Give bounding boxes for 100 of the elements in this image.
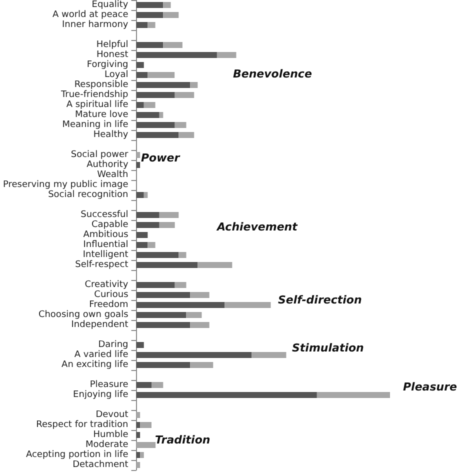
- bar: [163, 12, 179, 18]
- y-tick-label: A world at peace: [52, 10, 129, 20]
- annotation: Tradition: [155, 434, 210, 446]
- bar: [163, 42, 182, 48]
- bar: [148, 242, 156, 248]
- bar: [178, 252, 186, 258]
- bar: [136, 262, 198, 268]
- bar: [174, 122, 186, 128]
- bar: [174, 92, 194, 98]
- y-tick-label: Detachment: [72, 460, 129, 470]
- bar: [190, 292, 210, 298]
- bar: [148, 72, 175, 78]
- bar: [163, 2, 171, 8]
- annotation: Achievement: [216, 220, 298, 234]
- bar: [136, 302, 225, 308]
- y-tick-label: Honest: [96, 50, 129, 60]
- bar: [190, 362, 214, 368]
- text: Pleasure: [403, 380, 458, 394]
- bar: [136, 252, 179, 258]
- bar: [136, 242, 148, 248]
- y-tick-label: Preserving my public image: [2, 180, 129, 190]
- bar: [136, 42, 164, 48]
- bar: [136, 312, 186, 318]
- bar: [136, 362, 190, 368]
- bar: [136, 2, 164, 8]
- bar: [136, 62, 144, 68]
- y-tick-label: Capable: [91, 220, 129, 230]
- y-tick-label: Self-respect: [75, 260, 129, 270]
- bar: [140, 422, 152, 428]
- bar: [190, 82, 198, 88]
- bar: [136, 232, 148, 238]
- bar: [136, 22, 148, 28]
- y-tick-label: Healthy: [93, 130, 129, 140]
- y-tick-label: Wealth: [97, 170, 128, 180]
- y-tick-label: Daring: [98, 340, 128, 350]
- bar: [136, 72, 148, 78]
- bar: [136, 162, 140, 168]
- annotation: Self-direction: [278, 294, 362, 306]
- bar: [144, 192, 148, 198]
- y-tick-label: Moderate: [85, 440, 129, 450]
- y-tick-label: An exciting life: [62, 360, 129, 370]
- y-tick-label: Respect for tradition: [36, 420, 128, 430]
- y-tick-label: Inner harmony: [62, 20, 129, 30]
- bar: [224, 302, 271, 308]
- y-tick-label: Helpful: [96, 40, 128, 50]
- annotation: Power: [141, 152, 180, 164]
- annotation: Stimulation: [292, 342, 364, 354]
- y-tick-label: Influential: [83, 240, 128, 250]
- bar: [144, 102, 156, 108]
- bar: [152, 382, 164, 388]
- bar: [136, 282, 175, 288]
- bar: [136, 352, 252, 358]
- y-tick-label: Mature love: [74, 110, 129, 120]
- bar: [190, 322, 210, 328]
- bar: [136, 452, 140, 458]
- y-tick-label: Curious: [94, 290, 129, 300]
- y-tick-label: True-friendship: [60, 90, 129, 100]
- annotation: Benevolence: [233, 68, 312, 80]
- y-tick-label: Social recognition: [48, 190, 128, 200]
- y-tick-label: Ambitious: [83, 230, 129, 240]
- bar: [136, 442, 156, 448]
- bar: [140, 452, 144, 458]
- bar: [159, 222, 175, 228]
- y-tick-label: Choosing own goals: [38, 310, 129, 320]
- bar: [136, 392, 317, 398]
- bar: [148, 22, 156, 28]
- y-tick-label: Loyal: [104, 70, 128, 80]
- bar: [136, 212, 160, 218]
- bar: [136, 432, 140, 438]
- bar: [136, 422, 140, 428]
- y-tick-label: A varied life: [74, 350, 129, 360]
- bar: [178, 132, 194, 138]
- bar: [136, 102, 144, 108]
- bar: [252, 352, 286, 358]
- bar: [198, 262, 232, 268]
- y-tick-label: Freedom: [89, 300, 128, 310]
- bar: [136, 222, 160, 228]
- y-tick-label: Authority: [86, 160, 129, 170]
- y-tick-label: Creativity: [84, 280, 129, 290]
- bar: [316, 392, 390, 398]
- bar: [136, 122, 175, 128]
- bar: [136, 382, 152, 388]
- bar: [136, 132, 179, 138]
- bar: [159, 212, 179, 218]
- bar: [136, 292, 190, 298]
- bar: [136, 112, 160, 118]
- bar: [136, 92, 175, 98]
- y-tick-label: Successful: [80, 210, 128, 220]
- bar: [136, 322, 190, 328]
- y-tick-label: Responsible: [74, 80, 129, 90]
- bar: [136, 152, 140, 158]
- bar: [136, 192, 144, 198]
- y-tick-label: Enjoying life: [73, 390, 129, 400]
- y-tick-label: Social power: [70, 150, 129, 160]
- bar: [159, 112, 164, 118]
- bar: [186, 312, 202, 318]
- y-tick-label: Humble: [93, 430, 129, 440]
- bar: [136, 12, 164, 18]
- y-tick-label: Devout: [96, 410, 129, 420]
- y-tick-label: Pleasure: [90, 380, 129, 390]
